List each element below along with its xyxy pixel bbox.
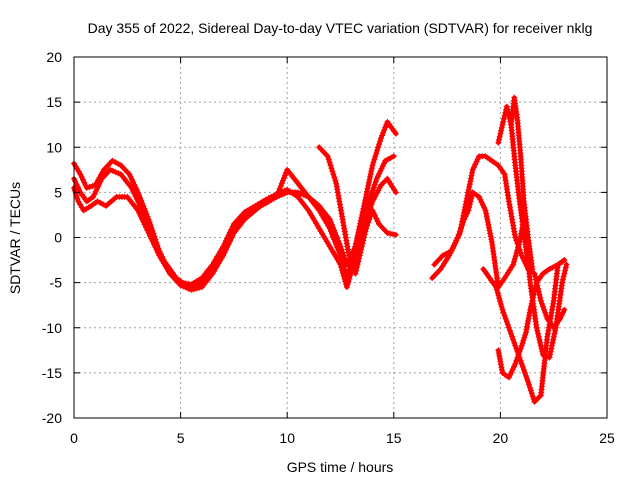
series-markers	[431, 153, 568, 331]
series-arc-4	[316, 144, 399, 277]
y-tick-label: 5	[54, 184, 62, 200]
y-tick-label: 15	[46, 94, 62, 110]
series-arc-10	[508, 121, 532, 268]
y-tick-label: 0	[54, 230, 62, 246]
y-tick-label: 20	[46, 49, 62, 65]
y-axis-label: SDTVAR / TECUs	[7, 182, 23, 294]
x-tick-label: 10	[279, 430, 295, 446]
x-tick-label: 25	[599, 430, 615, 446]
series-arc-6	[431, 153, 568, 331]
x-tick-label: 20	[493, 430, 509, 446]
x-axis-label: GPS time / hours	[287, 459, 394, 475]
series-markers	[495, 257, 568, 381]
chart-title: Day 355 of 2022, Sidereal Day-to-day VTE…	[88, 20, 593, 36]
series-markers	[508, 121, 532, 268]
x-tick-label: 15	[386, 430, 402, 446]
x-tick-label: 0	[70, 430, 78, 446]
y-tick-label: -5	[50, 275, 63, 291]
plot-frame	[73, 56, 608, 419]
y-tick-label: 10	[46, 139, 62, 155]
series-arc-2	[71, 119, 399, 291]
y-tick-label: -10	[42, 320, 62, 336]
series-markers	[316, 144, 399, 277]
y-tick-label: -20	[42, 410, 62, 426]
axes: 0 5 10 15 20 25 -20 -15 -10 -5 0 5 10 15 20	[42, 49, 615, 446]
y-tick-label: -15	[42, 365, 62, 381]
series-arc-8	[495, 257, 568, 381]
series-group	[71, 94, 570, 405]
x-tick-label: 5	[177, 430, 185, 446]
